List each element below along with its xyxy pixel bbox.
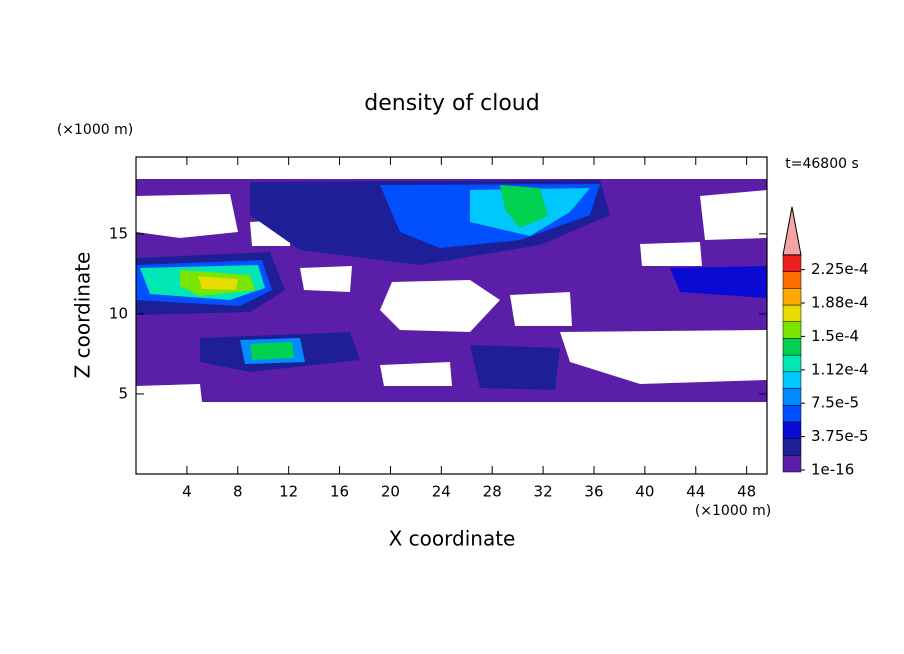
clear-region [300, 266, 352, 292]
colorbar-band [782, 288, 802, 306]
x-tick-label: 28 [483, 483, 502, 501]
clear-region [380, 280, 500, 332]
colorbar-band [782, 354, 802, 373]
colorbar-band [782, 388, 802, 406]
colorbar-label: 1e-16 [811, 461, 854, 479]
clear-region [510, 292, 572, 326]
x-tick-label: 8 [233, 483, 243, 501]
colorbar-band [782, 271, 802, 289]
colorbar-label: 3.75e-5 [811, 427, 869, 445]
contour-region [500, 185, 548, 228]
colorbar-band [782, 438, 802, 456]
x-tick-label: 12 [279, 483, 298, 501]
clear-region [136, 384, 202, 402]
y-tick-label: 10 [109, 304, 128, 322]
colorbar-band [782, 321, 802, 339]
colorbar-band [782, 371, 802, 389]
colorbar-label: 1.88e-4 [811, 294, 869, 312]
colorbar-label: 1.12e-4 [811, 360, 869, 378]
x-tick-label: 24 [432, 483, 451, 501]
contour-region [470, 345, 560, 390]
clear-region [560, 330, 767, 384]
y-axis-label: Z coordinate [71, 252, 95, 379]
x-tick-label: 44 [686, 483, 705, 501]
chart-title: density of cloud [364, 91, 539, 116]
x-axis-label: X coordinate [389, 527, 516, 551]
contour-region [250, 342, 294, 360]
colorbar-band [782, 254, 802, 272]
x-tick-label: 32 [534, 483, 553, 501]
colorbar-label: 7.5e-5 [811, 394, 859, 412]
colorbar-band [782, 338, 802, 356]
clear-region [380, 362, 452, 386]
colorbar-label: 2.25e-4 [811, 260, 869, 278]
x-tick-label: 40 [635, 483, 654, 501]
clear-region [700, 190, 767, 240]
colorbar-band [782, 304, 802, 322]
x-tick-label: 20 [381, 483, 400, 501]
plot-frame [135, 156, 768, 475]
y-tick-label: 5 [118, 384, 128, 402]
y-unit: (×1000 m) [57, 122, 133, 138]
colorbar-band [782, 455, 802, 473]
colorbar-label: 1.5e-4 [811, 327, 859, 345]
x-tick-label: 36 [584, 483, 603, 501]
clear-region [136, 194, 238, 238]
contour-region [198, 276, 238, 290]
contour-field [136, 179, 767, 402]
x-tick-label: 48 [737, 483, 756, 501]
contour-region [670, 266, 767, 298]
clear-region [640, 242, 702, 266]
x-unit: (×1000 m) [695, 503, 771, 519]
time-annotation: t=46800 s [785, 156, 859, 172]
y-tick-label: 15 [109, 224, 128, 242]
colorbar-band [782, 404, 802, 423]
colorbar-band [782, 421, 802, 439]
x-tick-label: 16 [330, 483, 349, 501]
x-tick-label: 4 [182, 483, 192, 501]
colorbar-extend [782, 206, 802, 256]
